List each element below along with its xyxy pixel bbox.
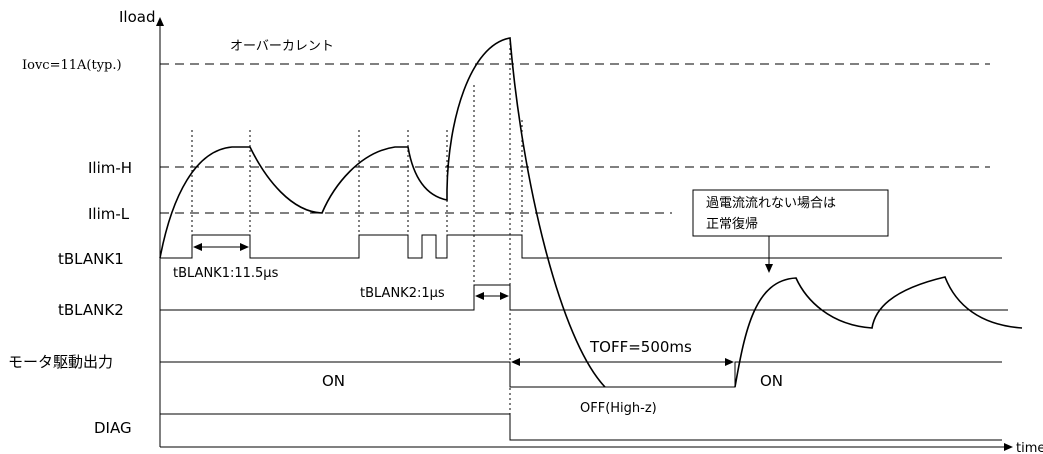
- callout-line-1: 過電流流れない場合は: [706, 196, 836, 211]
- on-label-2: ON: [760, 372, 783, 390]
- off-label: OFF(High-z): [580, 401, 657, 416]
- timing-markers: [191, 38, 523, 440]
- x-axis-label: time: [1016, 441, 1043, 454]
- iovc-level-label: Iovc=11A(typ.): [22, 58, 122, 73]
- tblank2-width-label: tBLANK2:1μs: [360, 286, 445, 301]
- motor-output-trace: [160, 361, 1002, 388]
- motor-output-label: モータ駆動出力: [8, 353, 113, 371]
- on-label-1: ON: [322, 372, 345, 390]
- tblank2-trace: [160, 284, 1008, 311]
- tblank2-label: tBLANK2: [58, 301, 124, 319]
- y-axis-label: Iload: [119, 8, 155, 26]
- tblank1-width-label: tBLANK1:11.5μs: [173, 266, 279, 281]
- ilim-l-label: Ilim-L: [88, 205, 130, 223]
- callout-line-2: 正常復帰: [706, 216, 758, 232]
- load-current-waveform: [159, 37, 1023, 388]
- ilim-h-label: Ilim-H: [88, 159, 132, 177]
- toff-label: TOFF=500ms: [589, 338, 692, 356]
- diag-label: DIAG: [94, 419, 132, 437]
- recovery-callout: 過電流流れない場合は 正常復帰: [692, 189, 889, 273]
- diag-trace: [160, 413, 1002, 441]
- overcurrent-label: オーバーカレント: [230, 39, 334, 54]
- tblank1-label: tBLANK1: [58, 250, 124, 268]
- tblank1-trace: [160, 234, 1002, 259]
